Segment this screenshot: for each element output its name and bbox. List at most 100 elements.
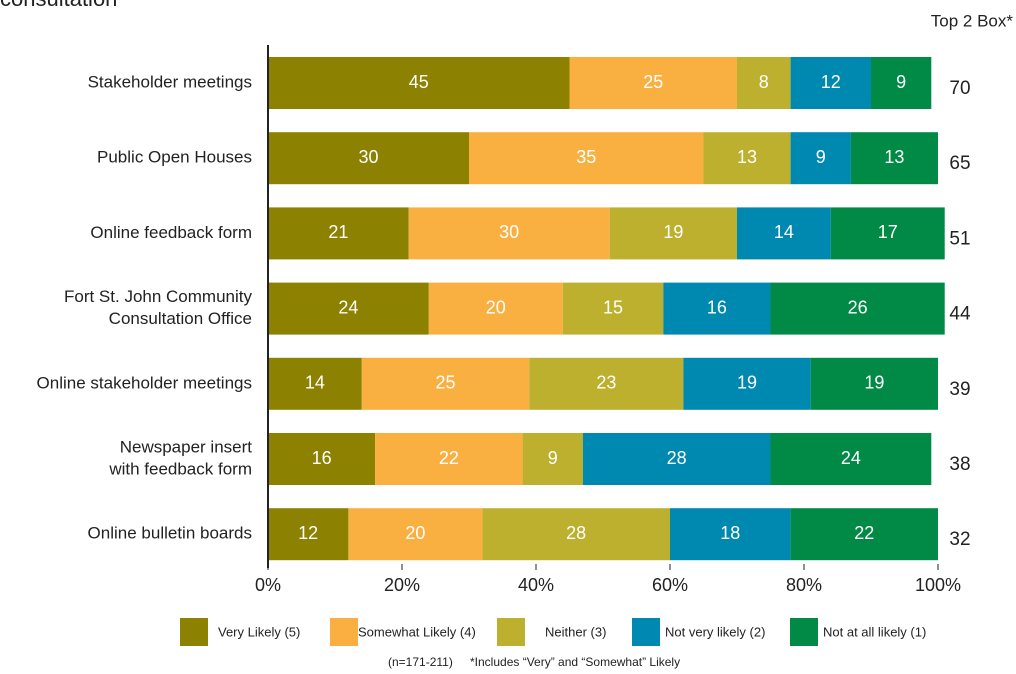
bar-segment [348,508,483,561]
top2box-value: 65 [949,153,970,174]
category-label: Fort St. John Community [64,287,253,306]
category-label: Stakeholder meetings [88,72,252,91]
data-label: 13 [737,147,757,167]
data-label: 28 [667,448,687,468]
bar-segment [670,508,791,561]
data-label: 16 [707,297,727,317]
x-tick-label: 0% [255,575,281,595]
bar-segment [268,433,376,485]
bar-segment [268,282,429,335]
legend-label: Very Likely (5) [218,624,300,639]
data-label: 30 [358,147,378,167]
top2box-value: 38 [949,454,970,475]
data-label: 30 [499,222,519,242]
bar-segment [375,433,523,485]
top2box-value: 32 [949,529,970,550]
bar-segment [582,433,771,485]
data-label: 18 [720,523,740,543]
top2box-value: 44 [949,304,971,325]
data-label: 19 [737,373,757,393]
bar-segment [268,132,469,185]
data-label: 12 [821,72,841,92]
bar-segment [469,132,704,185]
bar-segment [683,357,811,410]
legend-swatch [632,618,660,646]
data-label: 21 [328,222,348,242]
bar-segment [569,57,737,109]
data-label: 14 [774,222,794,242]
footnote: (n=171-211) [388,655,453,669]
category-label: Newspaper insert [120,437,253,456]
footnote: *Includes “Very” and “Somewhat” Likely [470,655,680,669]
data-label: 45 [409,72,429,92]
bar-segment [408,207,610,260]
x-tick-label: 20% [384,575,420,595]
data-label: 20 [486,297,506,317]
top2box-value: 51 [949,228,970,249]
bar-segment [770,433,932,485]
x-tick-label: 40% [518,575,554,595]
bar-segment [790,132,851,185]
data-label: 9 [816,147,826,167]
bar-segment [482,508,670,561]
x-tick-label: 60% [652,575,688,595]
data-label: 22 [854,523,874,543]
data-label: 25 [643,72,663,92]
chart-title: consultation [0,0,117,11]
bar-segment [609,207,737,260]
data-label: 15 [603,297,623,317]
legend-swatch [330,618,358,646]
category-label: Public Open Houses [97,148,252,167]
bar-segment [529,357,684,410]
bar-segment [268,57,570,109]
legend-label: Somewhat Likely (4) [358,624,476,639]
bar-segment [737,207,831,260]
data-label: 16 [312,448,332,468]
data-label: 24 [841,448,861,468]
bar-segment [268,207,409,260]
bar-segment [871,57,932,109]
data-label: 24 [338,297,358,317]
bar-segment [737,57,791,109]
category-label: Online bulletin boards [88,524,252,543]
data-label: 22 [439,448,459,468]
top2box-value: 70 [949,78,970,99]
bar-segment [790,508,938,561]
bar-segment [850,132,938,185]
bar-segment [770,282,945,335]
data-label: 25 [436,373,456,393]
legend-swatch [790,618,818,646]
data-label: 35 [576,147,596,167]
data-label: 20 [405,523,425,543]
data-label: 17 [878,222,898,242]
bar-segment [790,57,871,109]
category-label: Consultation Office [109,309,252,328]
data-label: 14 [305,373,325,393]
data-label: 28 [566,523,586,543]
category-label: Online feedback form [90,223,252,242]
data-label: 12 [298,523,318,543]
bar-segment [522,433,583,485]
bar-segment [830,207,945,260]
x-tick-label: 80% [786,575,822,595]
data-label: 23 [596,373,616,393]
category-label: Online stakeholder meetings [37,373,252,392]
bar-segment [361,357,530,410]
data-label: 13 [884,147,904,167]
data-label: 19 [864,373,884,393]
data-label: 26 [848,297,868,317]
bar-segment [268,508,349,561]
legend-label: Not at all likely (1) [823,624,926,639]
data-label: 8 [759,72,769,92]
data-label: 19 [663,222,683,242]
bar-segment [663,282,771,335]
bar-segment [268,357,362,410]
category-label: with feedback form [108,459,252,478]
legend-swatch [180,618,208,646]
legend-swatch [497,618,525,646]
legend-label: Neither (3) [545,624,606,639]
bar-segment [810,357,938,410]
data-label: 9 [896,72,906,92]
top2box-value: 39 [949,379,970,400]
